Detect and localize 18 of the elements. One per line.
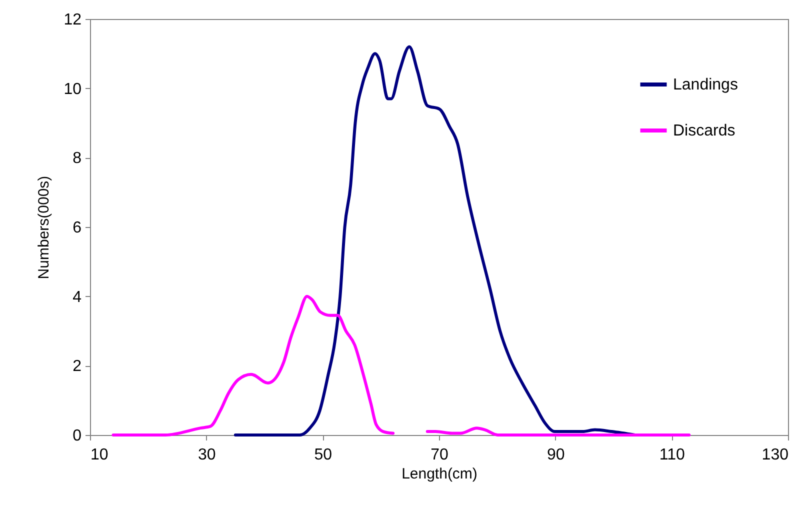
x-tick-label: 10	[90, 446, 108, 464]
y-axis-title: Numbers(000s)	[36, 176, 53, 280]
x-axis-title: Length(cm)	[402, 466, 478, 482]
y-tick-label: 2	[72, 358, 82, 376]
x-tick-label: 90	[546, 446, 565, 464]
y-tick-label: 0	[72, 428, 82, 444]
x-tick-label: 70	[430, 446, 448, 464]
y-tick-label: 12	[64, 12, 82, 28]
y-tick-label: 10	[64, 80, 82, 98]
x-tick-label: 30	[198, 446, 216, 464]
y-tick-label: 4	[72, 288, 82, 306]
y-tick-label: 6	[72, 220, 82, 236]
legend-label: Landings	[673, 76, 738, 94]
x-tick-label: 50	[314, 446, 332, 464]
legend-label: Discards	[673, 122, 736, 140]
x-tick-label: 130	[762, 446, 789, 464]
y-tick-label: 8	[72, 150, 82, 168]
x-tick-label: 110	[659, 446, 686, 464]
